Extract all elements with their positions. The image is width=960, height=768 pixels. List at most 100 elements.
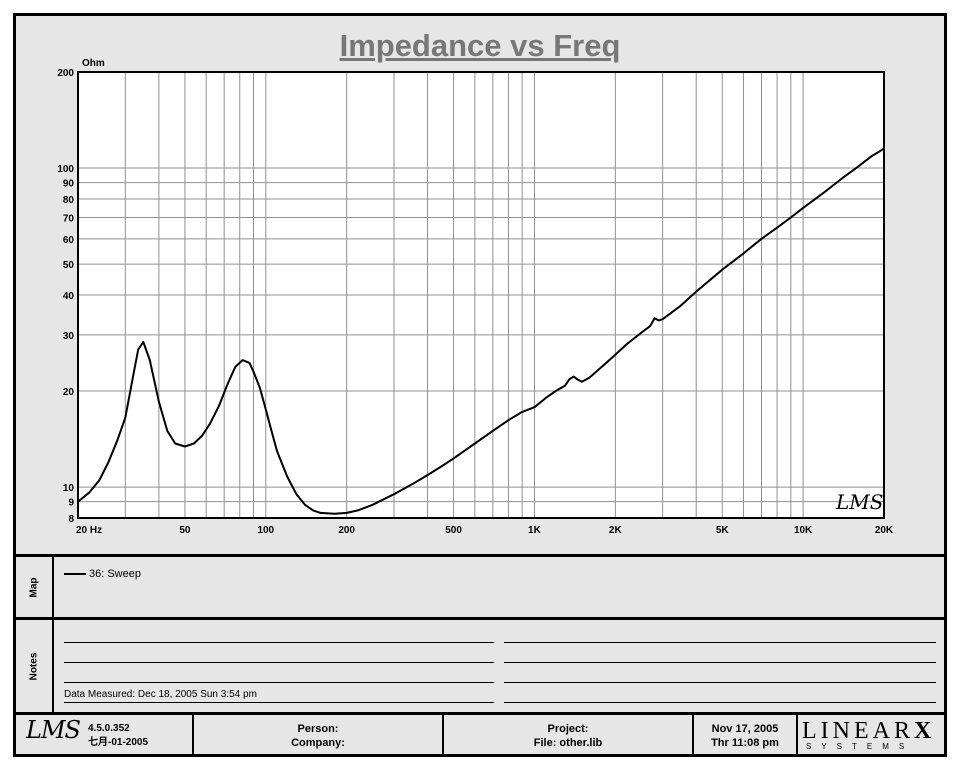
data-point — [137, 348, 139, 351]
data-measured-note: Data Measured: Dec 18, 2005 Sun 3:54 pm — [64, 689, 257, 700]
company-label: Company: — [291, 737, 345, 749]
legend-label: 36: Sweep — [89, 568, 141, 580]
data-point — [588, 377, 591, 379]
y-tick-label: 30 — [63, 331, 75, 342]
chart-divider — [16, 554, 944, 557]
legend-item: 36: Sweep — [64, 568, 141, 580]
report-time: Thr 11:08 pm — [711, 737, 779, 749]
data-point — [276, 449, 278, 452]
data-point — [286, 475, 288, 478]
build-date: 七月-01-2005 — [88, 737, 149, 748]
x-tick-label: 10K — [794, 525, 813, 536]
data-point — [614, 353, 617, 356]
note-line — [504, 642, 936, 643]
data-point — [564, 384, 566, 387]
data-point — [184, 445, 186, 448]
chart-title: Impedance vs Freq — [339, 28, 621, 63]
data-point — [452, 457, 455, 460]
data-point — [304, 503, 306, 506]
y-tick-label: 80 — [63, 195, 75, 206]
note-line — [64, 702, 494, 703]
data-point — [695, 290, 698, 293]
x-tick-label: 100 — [257, 525, 274, 536]
data-point — [252, 370, 255, 373]
impedance-chart: 20 Hz 50 100 200 500 1K 2K 5K 10K 20K 8 9 10 20 30 40 50… — [57, 58, 894, 536]
data-point — [426, 474, 429, 476]
data-point — [98, 479, 101, 482]
data-point — [572, 375, 575, 378]
data-point — [492, 430, 494, 432]
data-point — [625, 343, 628, 346]
lms-watermark: LMS — [835, 490, 883, 514]
x-tick-label: 500 — [445, 525, 462, 536]
data-point — [653, 317, 656, 320]
data-point — [166, 430, 169, 432]
data-point — [742, 252, 745, 255]
note-line — [504, 702, 936, 703]
note-line — [64, 682, 494, 683]
data-point — [661, 318, 664, 320]
map-section-label: Map — [28, 577, 40, 597]
data-point — [193, 442, 195, 445]
project-label: Project: — [547, 723, 589, 735]
footer-separator — [442, 715, 444, 754]
x-tick-label: 20 Hz — [76, 525, 102, 536]
data-point — [209, 422, 211, 425]
data-point — [158, 401, 160, 403]
y-tick-label: 70 — [63, 213, 75, 224]
file-label: File: other.lib — [533, 737, 603, 749]
y-tick-label: 8 — [68, 514, 74, 525]
data-point — [88, 491, 90, 494]
person-label: Person: — [297, 723, 339, 735]
data-point — [345, 512, 348, 514]
data-point — [657, 319, 660, 322]
y-tick-label: 200 — [57, 68, 74, 79]
data-point — [870, 155, 873, 157]
data-point — [201, 434, 204, 437]
person-company: Person: Company: — [194, 722, 442, 750]
y-tick-label: 40 — [63, 291, 75, 302]
data-point — [142, 341, 145, 343]
data-point — [883, 147, 885, 150]
data-point — [760, 238, 763, 240]
data-point — [533, 406, 536, 408]
note-line — [504, 682, 936, 683]
notes-section-label: Notes — [28, 652, 40, 680]
data-point — [295, 493, 298, 495]
project-file: Project: File: other.lib — [444, 722, 692, 750]
x-tick-label: 5K — [716, 525, 730, 536]
data-point — [264, 408, 267, 411]
data-point — [679, 305, 682, 307]
data-point — [776, 226, 778, 229]
y-axis-unit-label: Ohm — [82, 58, 105, 69]
data-point — [580, 380, 583, 383]
data-point — [568, 378, 571, 380]
data-point — [649, 325, 652, 327]
report-date: Nov 17, 2005 — [711, 723, 779, 735]
data-point — [841, 177, 844, 179]
data-point — [790, 216, 792, 219]
data-point — [857, 165, 859, 168]
data-point — [474, 442, 476, 445]
version-info: 4.5.0.352 七月-01-2005 — [88, 722, 148, 750]
data-point — [577, 378, 579, 381]
data-point — [411, 483, 413, 486]
plot-border — [77, 71, 885, 519]
note-line — [64, 642, 494, 643]
y-tick-label: 60 — [63, 235, 75, 246]
data-point — [218, 404, 220, 407]
data-point — [640, 331, 643, 334]
y-tick-label: 9 — [68, 498, 74, 509]
data-point — [721, 268, 724, 271]
report-frame: Impedance vs Freq 20 Hz 50 100 200 500 1K 2K 5K… — [13, 13, 947, 757]
data-point — [544, 397, 547, 399]
linearx-logo: LINEARX — [802, 718, 936, 744]
note-line — [504, 662, 936, 663]
timestamp: Nov 17, 2005 Thr 11:08 pm — [694, 722, 796, 750]
footer-separator — [692, 715, 694, 754]
notes-divider — [52, 620, 54, 712]
footer-separator — [192, 715, 194, 754]
data-point — [554, 390, 557, 392]
data-point — [356, 509, 359, 512]
map-divider — [52, 557, 54, 617]
